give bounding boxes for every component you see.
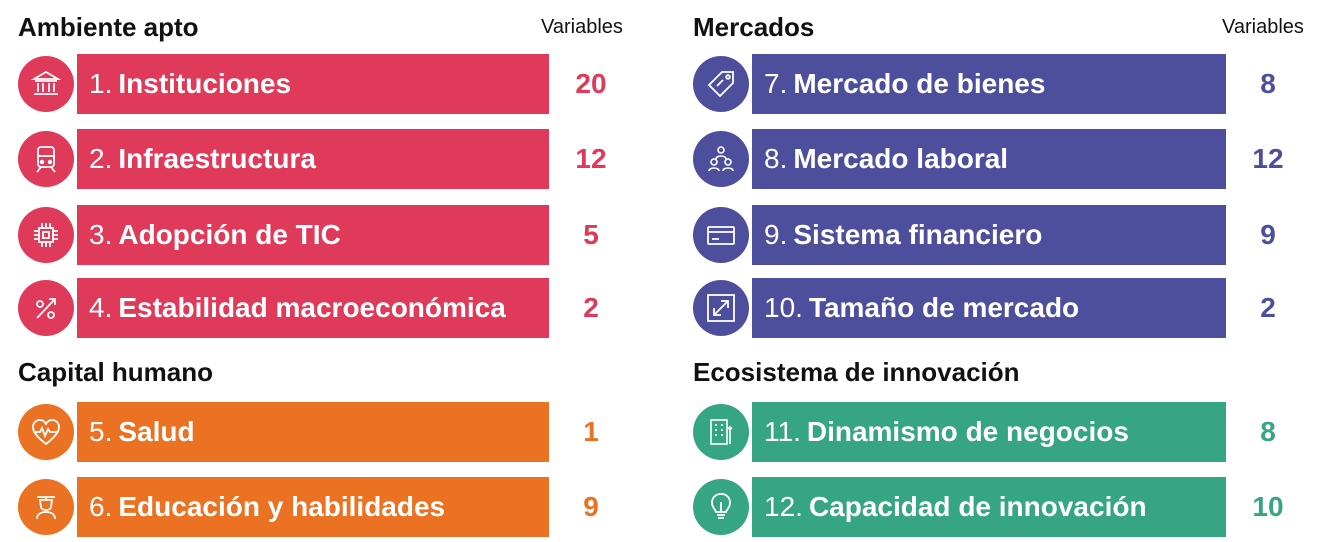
pillar-name: Salud bbox=[118, 416, 195, 447]
pillar-bar: 4. Estabilidad macroeconómica bbox=[77, 278, 549, 338]
institution-icon bbox=[18, 56, 74, 112]
pillar-row: 3. Adopción de TIC 5 bbox=[0, 205, 650, 265]
pillar-number: 2. bbox=[89, 143, 113, 174]
pillar-bar: 11. Dinamismo de negocios bbox=[752, 402, 1226, 462]
pillar-row: 6. Educación y habilidades 9 bbox=[0, 477, 650, 537]
business-icon bbox=[693, 404, 749, 460]
variables-count: 8 bbox=[1260, 68, 1276, 99]
pillar-bar: 3. Adopción de TIC bbox=[77, 205, 549, 265]
variables-count: 12 bbox=[575, 143, 607, 174]
pillar-number: 8. bbox=[764, 143, 788, 174]
pillar-row: 11. Dinamismo de negocios 8 bbox=[675, 402, 1325, 462]
variables-count: 12 bbox=[1252, 143, 1284, 174]
pillar-name: Mercado laboral bbox=[793, 143, 1009, 174]
pillar-row: 10. Tamaño de mercado 2 bbox=[675, 278, 1325, 338]
pillar-row: 9. Sistema financiero 9 bbox=[675, 205, 1325, 265]
card-icon bbox=[693, 207, 749, 263]
pillar-number: 12. bbox=[764, 491, 803, 522]
pillar-bar: 12. Capacidad de innovación bbox=[752, 477, 1226, 537]
heart-pulse-icon bbox=[18, 404, 74, 460]
pillar-row: 4. Estabilidad macroeconómica 2 bbox=[0, 278, 650, 338]
lightbulb-icon bbox=[693, 479, 749, 535]
pillar-row: 12. Capacidad de innovación 10 bbox=[675, 477, 1325, 537]
pillar-name: Educación y habilidades bbox=[118, 491, 446, 522]
variables-count: 8 bbox=[1260, 416, 1276, 447]
pillar-bar: 9. Sistema financiero bbox=[752, 205, 1226, 265]
pillar-number: 9. bbox=[764, 219, 788, 250]
pillar-bar: 5. Salud bbox=[77, 402, 549, 462]
group-title-ambiente-apto: Ambiente apto bbox=[18, 12, 199, 42]
tag-icon bbox=[693, 56, 749, 112]
pillar-number: 4. bbox=[89, 292, 113, 323]
pillar-name: Adopción de TIC bbox=[118, 219, 341, 250]
variables-count: 9 bbox=[1260, 219, 1276, 250]
left-column: Variables Ambiente apto 1. Instituciones 20 2… bbox=[0, 0, 650, 542]
pillar-name: Infraestructura bbox=[118, 143, 316, 174]
pillar-bar: 8. Mercado laboral bbox=[752, 129, 1226, 189]
variables-count: 5 bbox=[583, 219, 599, 250]
expand-icon bbox=[693, 280, 749, 336]
pillar-name: Estabilidad macroeconómica bbox=[118, 292, 506, 323]
pillar-bar: 6. Educación y habilidades bbox=[77, 477, 549, 537]
pillar-row: 7. Mercado de bienes 8 bbox=[675, 54, 1325, 114]
variables-count: 9 bbox=[583, 491, 599, 522]
group-title-ecosistema-de-innovacion: Ecosistema de innovación bbox=[693, 357, 1020, 387]
pillar-number: 5. bbox=[89, 416, 113, 447]
variables-count: 1 bbox=[583, 416, 599, 447]
variables-count: 20 bbox=[575, 68, 607, 99]
pillar-name: Sistema financiero bbox=[793, 219, 1043, 250]
graduate-icon bbox=[18, 479, 74, 535]
pillar-number: 10. bbox=[764, 292, 803, 323]
variables-header: Variables bbox=[1222, 16, 1304, 38]
pillar-row: 8. Mercado laboral 12 bbox=[675, 129, 1325, 189]
pillar-row: 1. Instituciones 20 bbox=[0, 54, 650, 114]
variables-count: 10 bbox=[1252, 491, 1284, 522]
right-column: Variables Mercados 7. Mercado de bienes 8 8. M… bbox=[675, 0, 1331, 542]
pillar-row: 2. Infraestructura 12 bbox=[0, 129, 650, 189]
chip-icon bbox=[18, 207, 74, 263]
train-icon bbox=[18, 131, 74, 187]
percent-icon bbox=[18, 280, 74, 336]
pillar-row: 5. Salud 1 bbox=[0, 402, 650, 462]
group-title-mercados: Mercados bbox=[693, 12, 815, 42]
pillar-bar: 7. Mercado de bienes bbox=[752, 54, 1226, 114]
pillar-name: Mercado de bienes bbox=[793, 68, 1046, 99]
pillar-number: 1. bbox=[89, 68, 113, 99]
group-title-capital-humano: Capital humano bbox=[18, 357, 214, 387]
pillar-bar: 10. Tamaño de mercado bbox=[752, 278, 1226, 338]
variables-count: 2 bbox=[583, 292, 599, 323]
pillar-name: Capacidad de innovación bbox=[808, 491, 1147, 522]
people-icon bbox=[693, 131, 749, 187]
pillar-name: Dinamismo de negocios bbox=[806, 416, 1129, 447]
pillar-name: Tamaño de mercado bbox=[808, 292, 1080, 323]
pillar-bar: 2. Infraestructura bbox=[77, 129, 549, 189]
pillar-number: 7. bbox=[764, 68, 788, 99]
pillar-number: 3. bbox=[89, 219, 113, 250]
pillar-name: Instituciones bbox=[118, 68, 292, 99]
variables-header: Variables bbox=[541, 16, 623, 38]
variables-count: 2 bbox=[1260, 292, 1276, 323]
pillar-number: 6. bbox=[89, 491, 113, 522]
pillar-bar: 1. Instituciones bbox=[77, 54, 549, 114]
pillar-number: 11. bbox=[764, 416, 801, 447]
